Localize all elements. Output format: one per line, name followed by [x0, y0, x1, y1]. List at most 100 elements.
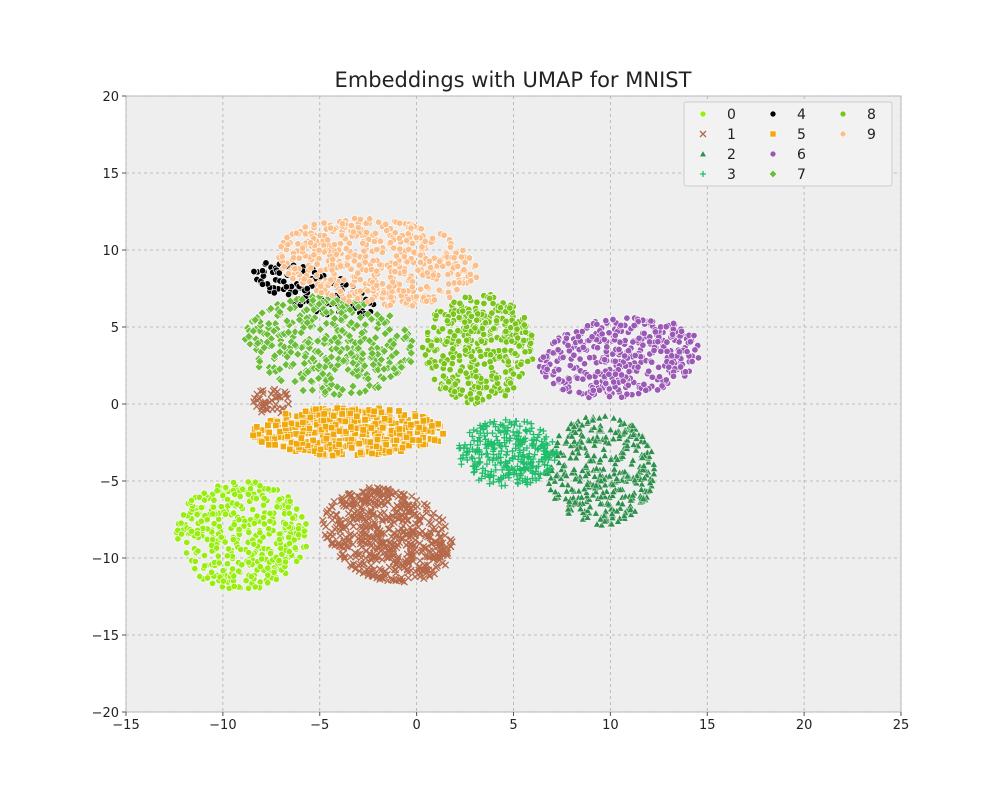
- data-point: [596, 455, 605, 463]
- data-point: [408, 302, 416, 310]
- data-point: [384, 498, 392, 506]
- data-point: [417, 225, 425, 233]
- data-point: [682, 368, 690, 376]
- data-point: [380, 289, 388, 297]
- data-point: [464, 379, 472, 387]
- legend-entry-8: 8: [839, 107, 876, 123]
- data-point: [421, 237, 429, 245]
- data-point: [476, 422, 484, 429]
- data-point: [284, 400, 293, 408]
- data-point: [366, 522, 374, 531]
- data-point: [492, 423, 499, 430]
- data-point: [422, 509, 431, 517]
- data-point: [394, 553, 403, 561]
- data-point: [564, 424, 573, 432]
- data-point: [469, 455, 476, 462]
- data-point: [601, 517, 609, 525]
- data-point: [301, 223, 309, 231]
- data-point: [454, 327, 462, 335]
- data-point: [358, 488, 367, 496]
- data-point: [384, 525, 393, 533]
- data-point: [400, 253, 408, 261]
- data-point: [490, 472, 497, 479]
- data-point: [356, 215, 364, 223]
- data-point: [336, 516, 344, 525]
- data-point: [597, 493, 605, 500]
- y-tick-label: −10: [92, 552, 119, 567]
- data-point: [327, 379, 337, 390]
- data-point: [480, 360, 488, 368]
- data-point: [330, 497, 338, 506]
- data-point: [345, 297, 353, 305]
- data-point: [457, 367, 465, 375]
- data-point: [272, 394, 280, 402]
- data-point: [577, 438, 586, 446]
- data-point: [302, 543, 310, 551]
- data-point: [617, 321, 625, 329]
- data-point: [312, 405, 320, 413]
- data-point: [290, 340, 300, 350]
- data-point: [394, 527, 402, 535]
- data-point: [409, 436, 417, 444]
- data-point: [329, 389, 339, 399]
- data-point: [376, 355, 386, 365]
- data-point: [350, 513, 358, 521]
- data-point: [574, 449, 583, 457]
- data-point: [467, 441, 474, 448]
- data-point: [567, 485, 576, 493]
- data-point: [376, 527, 384, 535]
- data-point: [340, 555, 349, 563]
- data-point: [264, 421, 272, 429]
- data-point: [527, 479, 534, 486]
- data-point: [686, 338, 694, 346]
- data-point: [434, 420, 442, 428]
- data-point: [601, 480, 610, 488]
- data-point: [624, 381, 632, 389]
- data-point: [302, 407, 310, 415]
- data-point: [222, 510, 230, 518]
- data-point: [477, 429, 484, 437]
- data-point: [457, 455, 465, 462]
- data-point: [511, 432, 519, 439]
- data-point: [406, 357, 416, 367]
- data-point: [215, 522, 223, 530]
- data-point: [543, 365, 551, 373]
- data-point: [282, 352, 292, 362]
- data-point: [511, 421, 518, 429]
- data-point: [191, 557, 199, 565]
- data-point: [590, 441, 599, 449]
- data-point: [600, 451, 609, 459]
- data-point: [506, 304, 514, 312]
- data-point: [392, 436, 400, 444]
- data-point: [281, 360, 291, 370]
- data-point: [374, 544, 382, 552]
- data-point: [493, 454, 500, 462]
- data-point: [459, 307, 467, 315]
- data-point: [317, 445, 325, 453]
- data-point: [409, 557, 417, 565]
- data-point: [524, 418, 531, 426]
- grid-lines: [125, 95, 902, 713]
- data-point: [604, 439, 613, 447]
- data-point: [238, 561, 246, 569]
- data-point: [383, 227, 391, 235]
- data-point: [410, 510, 418, 518]
- data-point: [688, 358, 696, 366]
- data-point: [346, 518, 355, 527]
- data-point: [401, 332, 411, 342]
- data-point: [675, 348, 683, 356]
- data-point: [413, 503, 422, 511]
- data-point: [524, 481, 531, 488]
- data-point: [368, 295, 376, 303]
- data-point: [564, 341, 572, 349]
- data-point: [450, 332, 458, 340]
- data-point: [282, 283, 290, 291]
- data-point: [349, 540, 357, 549]
- data-point: [217, 503, 225, 511]
- data-point: [619, 377, 627, 385]
- data-point: [566, 453, 575, 461]
- data-point: [342, 245, 350, 253]
- data-point: [330, 241, 338, 249]
- data-point: [313, 336, 323, 346]
- data-point: [297, 294, 307, 305]
